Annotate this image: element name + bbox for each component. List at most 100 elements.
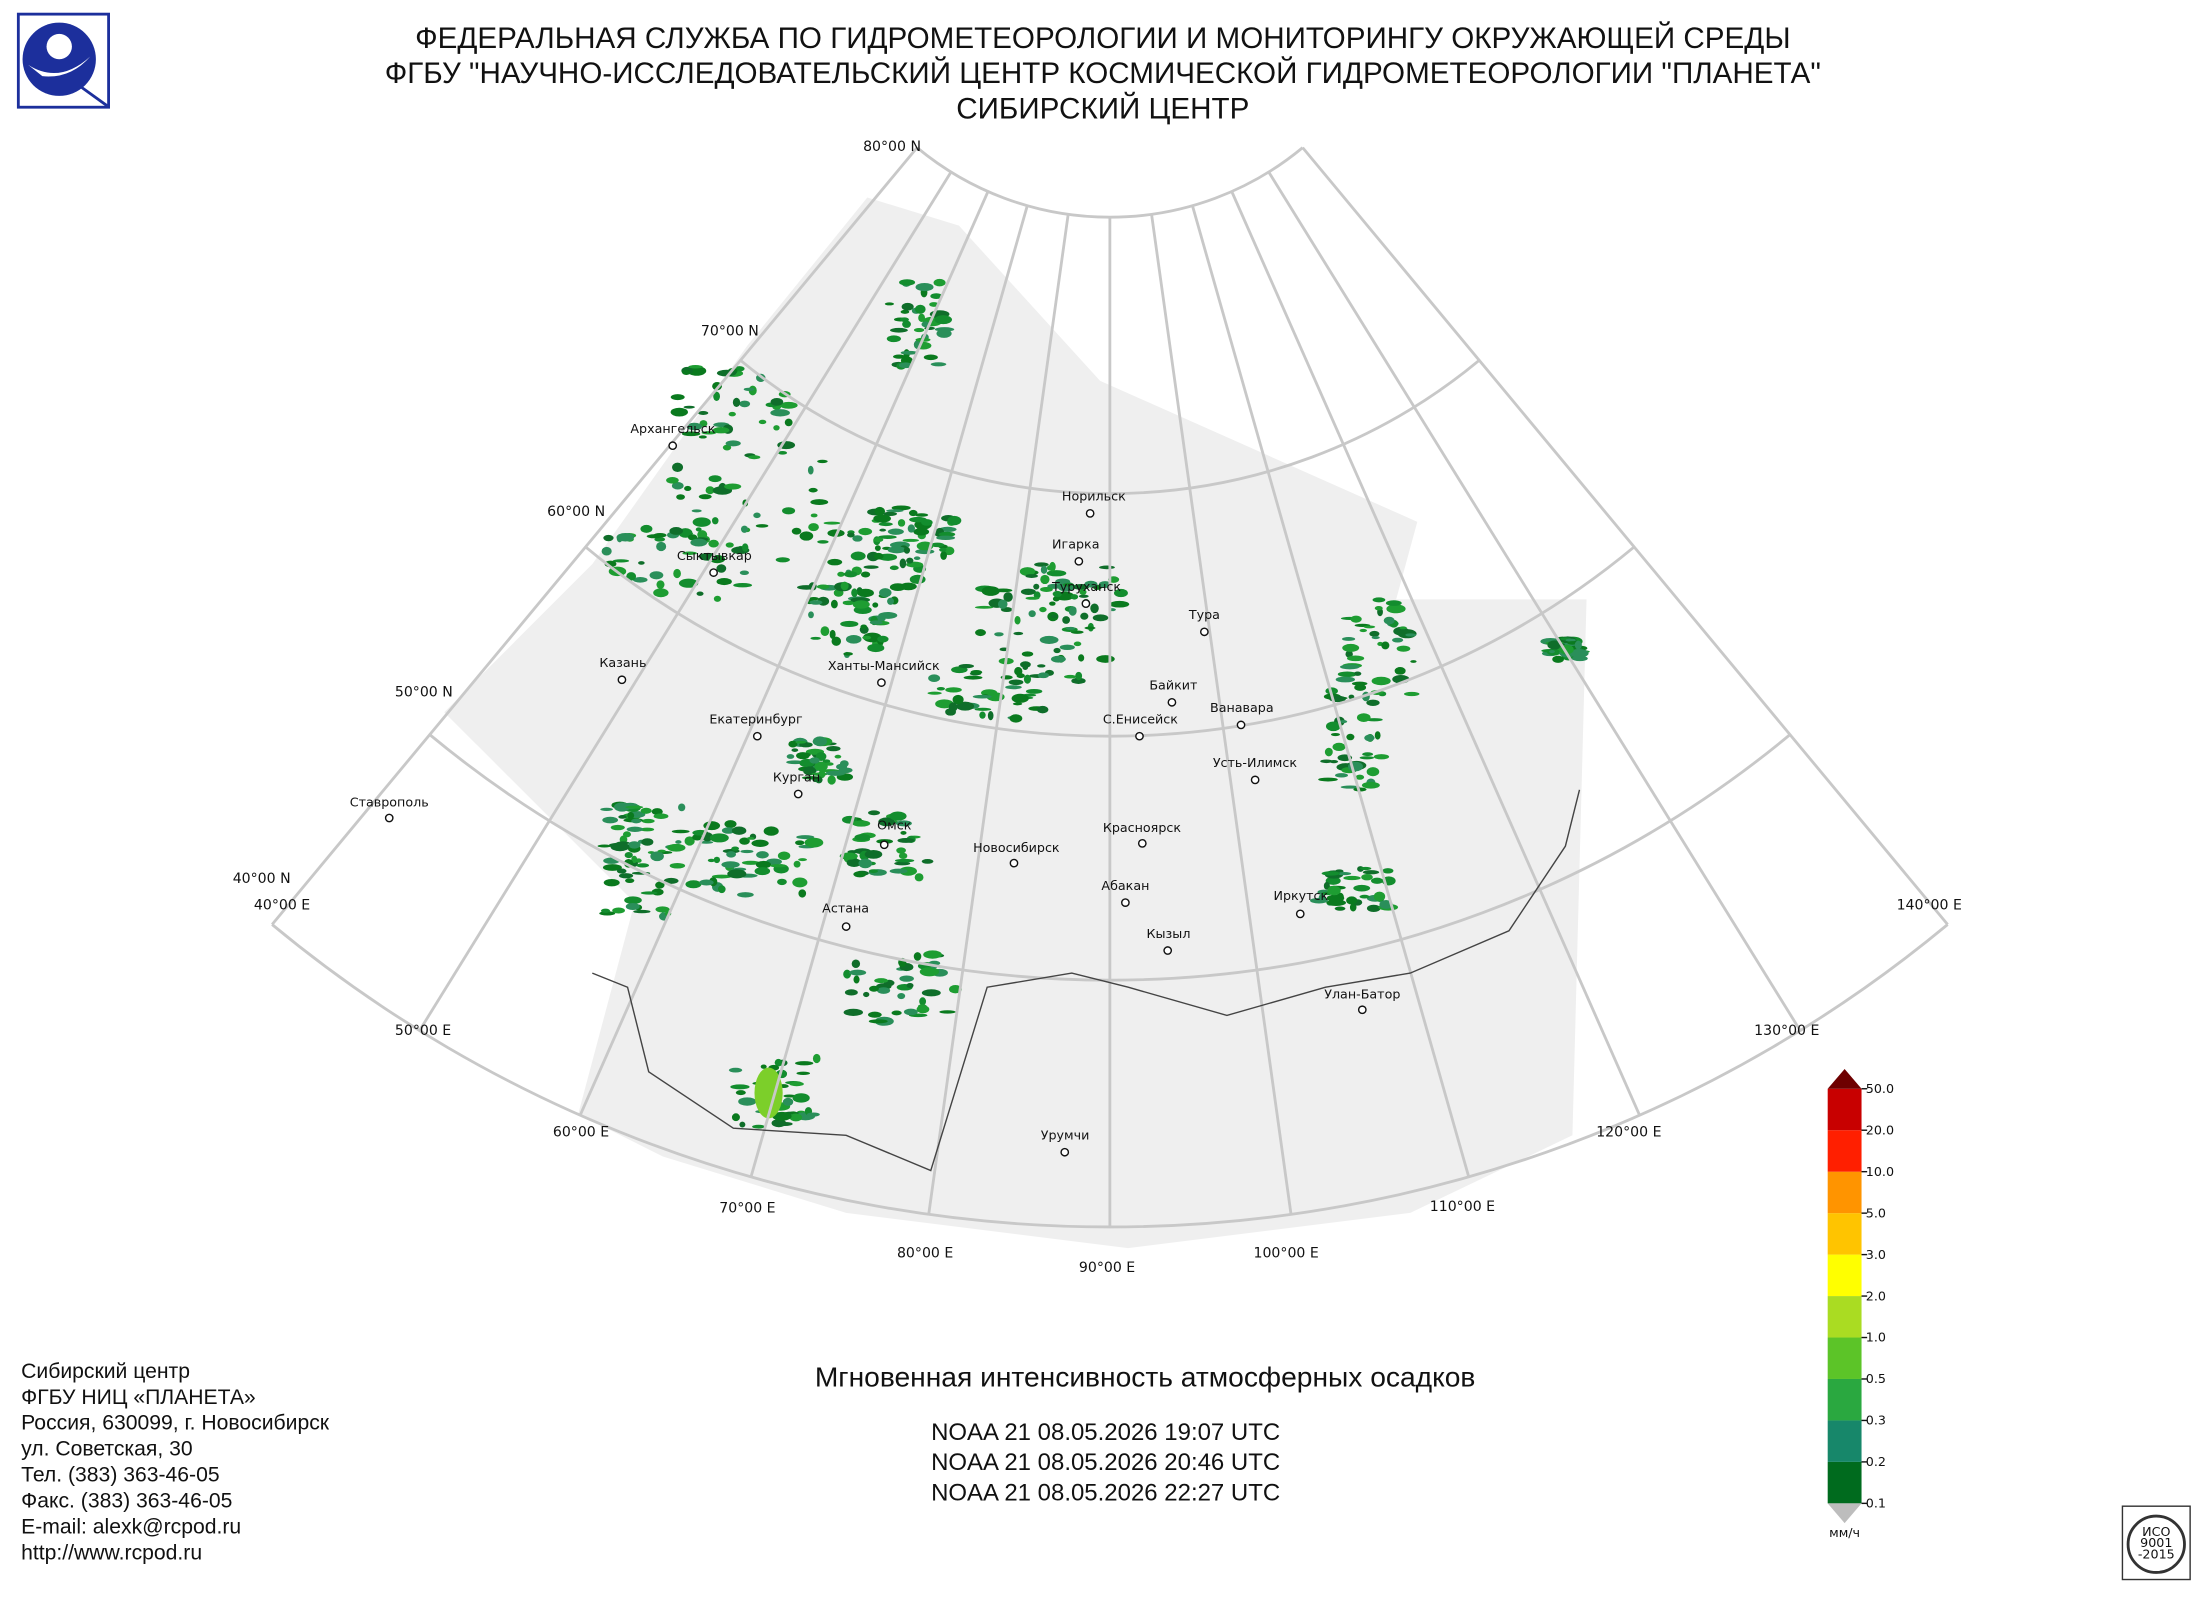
precipitation-cell <box>713 391 720 401</box>
precipitation-cell <box>874 978 889 984</box>
legend-unit: мм/ч <box>1829 1525 1860 1540</box>
map <box>271 146 1949 1249</box>
precipitation-cell <box>809 757 820 764</box>
precipitation-cell <box>921 859 934 864</box>
precipitation-cell <box>975 629 986 637</box>
precipitation-cell <box>862 632 882 643</box>
precipitation-cell <box>613 802 630 812</box>
precipitation-cell <box>1065 626 1076 630</box>
legend-swatch <box>1827 1420 1862 1462</box>
precipitation-cell <box>834 754 842 759</box>
latitude-label: 40°00 N <box>233 871 291 887</box>
precipitation-cell <box>783 1094 796 1098</box>
precipitation-cell <box>739 570 749 576</box>
precipitation-cell <box>667 843 686 852</box>
precipitation-cell <box>827 558 843 566</box>
precipitation-cell <box>1040 586 1053 592</box>
precipitation-cell <box>1068 606 1077 616</box>
precipitation-cell <box>1394 667 1406 675</box>
precipitation-cell <box>1003 592 1013 602</box>
precipitation-cell <box>899 558 907 569</box>
precipitation-cell <box>672 462 684 472</box>
precipitation-cell <box>831 636 842 646</box>
precipitation-cell <box>625 805 644 809</box>
precipitation-cell <box>773 425 780 431</box>
precipitation-cell <box>801 776 822 780</box>
precipitation-cell <box>1321 871 1340 876</box>
precipitation-cell <box>1372 597 1386 603</box>
precipitation-cell <box>909 516 927 523</box>
precipitation-cell <box>777 851 791 861</box>
precipitation-cell <box>724 483 742 490</box>
city-label: Ханты-Мансийск <box>828 658 940 673</box>
longitude-label: 50°00 E <box>395 1023 451 1039</box>
precipitation-cell <box>862 635 872 640</box>
precipitation-cell <box>1374 731 1381 740</box>
precipitation-cell <box>1385 600 1402 606</box>
precipitation-cell <box>777 450 788 455</box>
precipitation-cell <box>853 871 867 878</box>
precipitation-cell <box>1392 637 1404 643</box>
precipitation-cell <box>869 620 883 625</box>
city-label: Байкит <box>1149 678 1198 693</box>
header-line: ФГБУ "НАУЧНО-ИССЛЕДОВАТЕЛЬСКИЙ ЦЕНТР КОС… <box>385 56 1821 90</box>
precipitation-cell <box>602 864 622 871</box>
latitude-label: 80°00 N <box>863 139 921 155</box>
precipitation-cell <box>1079 589 1087 595</box>
legend-under <box>1827 1503 1862 1524</box>
precipitation-cell <box>939 547 947 552</box>
precipitation-cell <box>1371 676 1391 686</box>
precipitation-cell <box>796 835 815 840</box>
meridian <box>749 205 1029 1178</box>
precipitation-cell <box>868 1019 888 1024</box>
precipitation-cell <box>908 509 918 517</box>
precipitation-cell <box>936 329 952 338</box>
precipitation-cell <box>782 1097 794 1106</box>
precipitation-cell <box>755 524 769 528</box>
precipitation-cell <box>701 431 717 435</box>
precipitation-cell <box>913 527 930 536</box>
precipitation-cell <box>675 840 682 844</box>
precipitation-cell <box>699 879 714 886</box>
city-label: Курган <box>773 769 820 784</box>
precipitation-cell <box>808 487 818 493</box>
precipitation-cell <box>791 748 799 752</box>
precipitation-cell <box>930 293 943 300</box>
precipitation-cell <box>1383 616 1395 625</box>
city-marker <box>752 731 762 741</box>
precipitation-cell <box>651 808 663 816</box>
precipitation-cell <box>624 851 633 859</box>
logo <box>16 12 110 109</box>
precipitation-cell <box>1353 671 1362 676</box>
precipitation-cell <box>810 499 829 506</box>
precipitation-cell <box>860 571 871 578</box>
precipitation-cell <box>678 803 686 812</box>
precipitation-cell <box>853 975 860 984</box>
precipitation-cell <box>1341 637 1356 641</box>
precipitation-cell <box>934 315 953 325</box>
precipitation-cell <box>711 517 719 525</box>
city-marker <box>709 568 718 577</box>
city-label: Кызыл <box>1147 926 1191 941</box>
precipitation-cell <box>1037 672 1050 679</box>
precipitation-cell <box>751 839 769 847</box>
precipitation-cell <box>1013 631 1024 636</box>
precipitation-cell <box>688 365 703 369</box>
precipitation-cell <box>1343 875 1361 881</box>
precipitation-cell <box>656 580 665 589</box>
meridian <box>927 214 1070 1215</box>
precipitation-cell <box>635 858 642 863</box>
contact-line: Россия, 630099, г. Новосибирск <box>21 1412 330 1435</box>
precipitation-cell <box>843 572 851 576</box>
precipitation-cell <box>1034 562 1049 567</box>
precipitation-cell <box>1346 733 1355 741</box>
precipitation-cell <box>863 565 879 569</box>
precipitation-cell <box>731 846 739 851</box>
precipitation-cell <box>906 982 914 988</box>
precipitation-cell <box>1062 616 1071 624</box>
precipitation-cell <box>1363 625 1376 629</box>
precipitation-cell <box>879 528 887 532</box>
precipitation-cell <box>1381 641 1390 650</box>
precipitation-cell <box>829 629 836 639</box>
